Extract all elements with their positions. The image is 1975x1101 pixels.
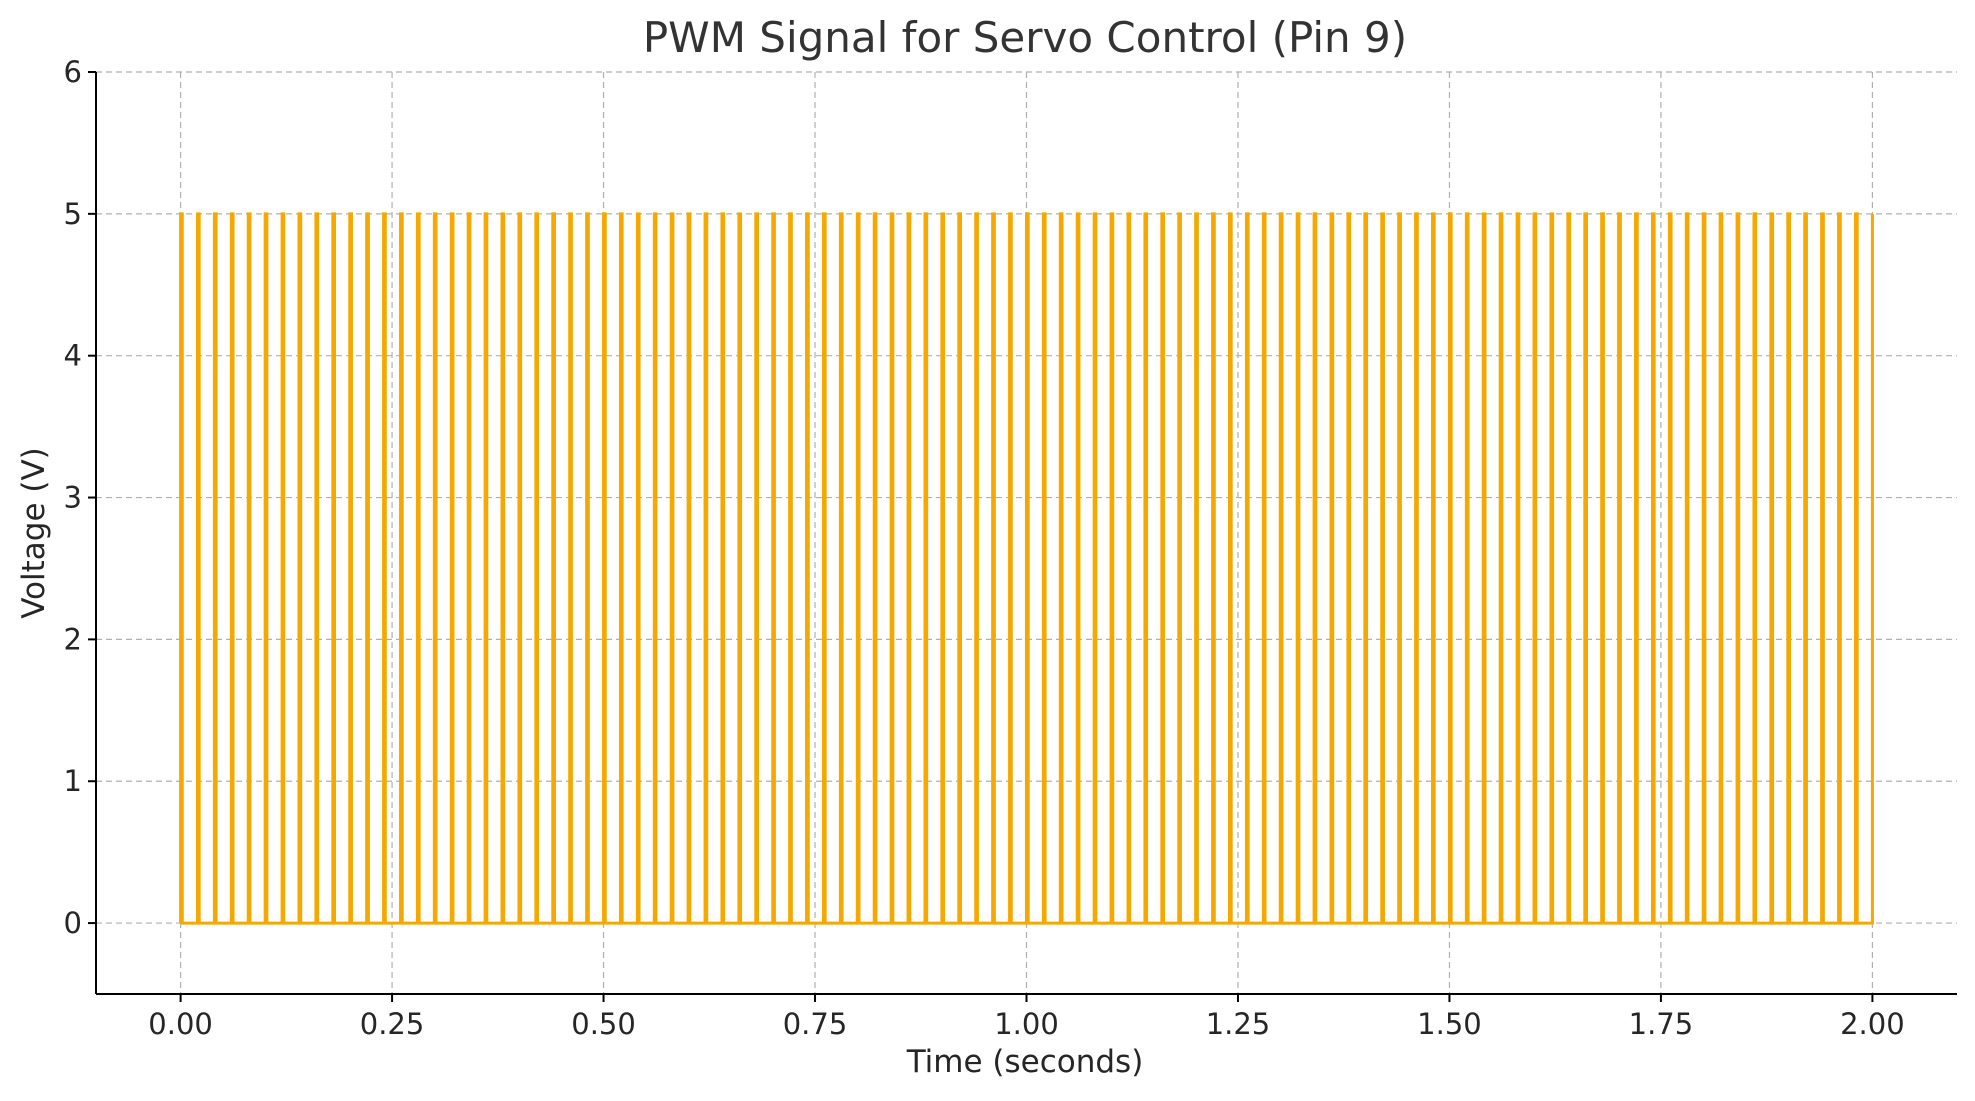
x-axis-ticks: 0.00 0.25 0.50 0.75 1.00 1.25 1.50 1.75 2.00: [148, 994, 1905, 1041]
chart-title: PWM Signal for Servo Control (Pin 9): [643, 13, 1407, 62]
x-tick-label: 0.00: [148, 1007, 213, 1041]
y-tick-label: 0: [64, 906, 82, 940]
x-tick-label: 0.50: [571, 1007, 636, 1041]
signal-series: [179, 212, 1874, 925]
x-tick-label: 0.75: [783, 1007, 848, 1041]
pwm-signal-line: [179, 212, 1874, 925]
y-tick-label: 2: [64, 622, 82, 656]
y-tick-label: 5: [64, 197, 82, 231]
y-tick-label: 3: [64, 481, 82, 515]
x-tick-label: 0.25: [360, 1007, 425, 1041]
y-tick-label: 4: [64, 339, 82, 373]
y-axis-ticks: 0 1 2 3 4 5 6: [64, 55, 96, 940]
y-axis-label: Voltage (V): [16, 447, 52, 619]
y-tick-label: 6: [64, 55, 82, 89]
y-tick-label: 1: [64, 764, 82, 798]
x-axis-label: Time (seconds): [906, 1044, 1144, 1080]
x-tick-label: 1.75: [1629, 1007, 1694, 1041]
x-tick-label: 1.25: [1206, 1007, 1271, 1041]
x-tick-label: 2.00: [1840, 1007, 1905, 1041]
x-tick-label: 1.50: [1417, 1007, 1482, 1041]
x-tick-label: 1.00: [994, 1007, 1059, 1041]
